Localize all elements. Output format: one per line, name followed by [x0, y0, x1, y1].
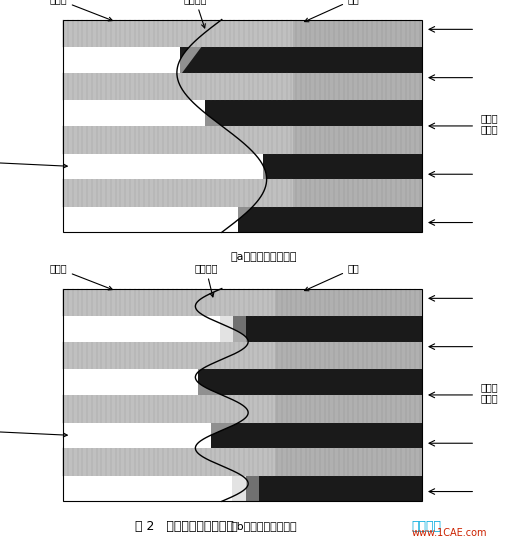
- Text: 树脂: 树脂: [305, 0, 360, 22]
- Text: 纤维束
间隙: 纤维束 间隙: [0, 151, 67, 172]
- Bar: [63, 448, 275, 476]
- Text: 树脂流
动方向: 树脂流 动方向: [480, 112, 498, 134]
- Bar: [63, 101, 205, 126]
- Bar: [63, 395, 275, 423]
- Text: 纤维丝: 纤维丝: [49, 0, 112, 21]
- Bar: [63, 395, 422, 423]
- Polygon shape: [63, 19, 267, 232]
- Bar: [63, 342, 422, 370]
- Bar: [63, 288, 422, 501]
- Bar: [63, 476, 246, 501]
- Bar: [63, 47, 180, 73]
- Bar: [63, 19, 422, 232]
- Text: 树脂流
动方向: 树脂流 动方向: [480, 381, 498, 404]
- Bar: [63, 288, 422, 316]
- Bar: [63, 179, 422, 207]
- Bar: [63, 154, 263, 179]
- Text: （b）小气泡形成机制: （b）小气泡形成机制: [231, 521, 297, 531]
- Bar: [63, 19, 422, 47]
- Bar: [63, 19, 293, 47]
- Text: 图 2   气泡形成机制示意图: 图 2 气泡形成机制示意图: [135, 520, 234, 533]
- Text: 纤维束
间隙: 纤维束 间隙: [0, 420, 67, 441]
- Bar: [220, 316, 246, 342]
- Bar: [63, 73, 293, 101]
- Bar: [63, 126, 422, 154]
- Bar: [63, 73, 422, 101]
- Text: 纤维丝: 纤维丝: [49, 264, 112, 290]
- Bar: [63, 207, 238, 232]
- Bar: [63, 19, 422, 232]
- Bar: [63, 316, 233, 342]
- Bar: [63, 179, 293, 207]
- Bar: [63, 342, 275, 370]
- Bar: [63, 423, 211, 448]
- Text: 仿真在线: 仿真在线: [412, 520, 442, 533]
- Text: 树脂: 树脂: [305, 264, 360, 291]
- Polygon shape: [63, 288, 248, 501]
- Bar: [232, 476, 259, 501]
- Bar: [63, 288, 275, 316]
- Bar: [63, 370, 198, 395]
- Text: 流动前沿: 流动前沿: [194, 264, 218, 297]
- Bar: [63, 126, 293, 154]
- Text: 流动前沿: 流动前沿: [184, 0, 207, 28]
- Text: www.1CAE.com: www.1CAE.com: [412, 528, 487, 538]
- Text: （a）大气泡形成机制: （a）大气泡形成机制: [231, 252, 297, 262]
- Bar: [63, 448, 422, 476]
- Bar: [63, 288, 422, 501]
